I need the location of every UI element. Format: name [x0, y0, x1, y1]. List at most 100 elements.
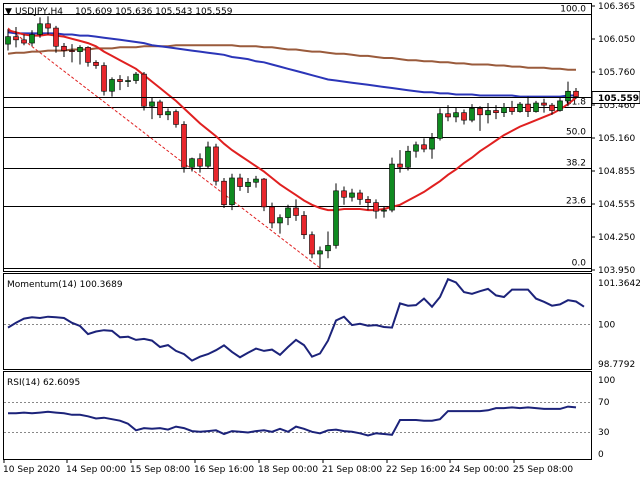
momentum-tick-label: 98.7792 — [598, 360, 635, 370]
rsi-panel-frame — [3, 371, 592, 460]
candle-body — [333, 190, 339, 246]
candle-body — [397, 163, 403, 168]
ma-mid-line — [7, 31, 576, 98]
symbol-label: USDJPY,H4 — [15, 7, 63, 17]
rsi-tick-label: 100 — [598, 376, 615, 386]
candle-body — [133, 73, 139, 81]
ma-slow-line — [7, 44, 576, 71]
candle-body — [205, 146, 211, 167]
price-tick-label: 106.365 — [598, 2, 635, 12]
candle-body — [469, 108, 475, 121]
candle-body — [109, 79, 115, 92]
candle-body — [533, 102, 539, 112]
rsi-tick-label: 0 — [598, 450, 604, 460]
candle-body — [221, 180, 227, 206]
candle-body — [29, 34, 35, 44]
time-tick-label: 22 Sep 16:00 — [386, 465, 446, 475]
time-tick-label: 21 Sep 08:00 — [322, 465, 382, 475]
momentum-line — [7, 277, 585, 362]
candle-body — [101, 65, 107, 92]
rsi-line — [8, 405, 577, 437]
candle-body — [357, 192, 363, 200]
candle-body — [293, 207, 299, 216]
time-tick-label: 18 Sep 00:00 — [258, 465, 318, 475]
candle-body — [149, 101, 155, 107]
candle-body — [421, 144, 427, 150]
candle-body — [325, 245, 331, 252]
candle-body — [85, 47, 91, 63]
last-price-tag — [591, 91, 640, 104]
candle-body — [173, 111, 179, 125]
candle-body — [69, 50, 75, 52]
momentum-panel-frame — [3, 273, 592, 370]
candle-body — [405, 150, 411, 168]
candle-body — [541, 102, 547, 106]
candle-body — [5, 36, 11, 45]
candle-body — [117, 79, 123, 82]
candle-body — [453, 112, 459, 118]
candle-body — [349, 192, 355, 198]
candle-body — [125, 80, 131, 82]
candle-body — [509, 107, 515, 112]
fib-label: 100.0 — [560, 5, 586, 15]
candle-body — [301, 215, 307, 236]
momentum-title: Momentum(14) 100.3689 — [7, 280, 123, 290]
time-tick-label: 24 Sep 00:00 — [449, 465, 509, 475]
price-tick-label: 104.855 — [598, 167, 635, 177]
candle-body — [389, 163, 395, 211]
candle-body — [141, 73, 147, 107]
fib-label: 0.0 — [572, 259, 587, 269]
candle-body — [237, 177, 243, 187]
candle-body — [525, 103, 531, 112]
momentum-tick-label: 100 — [598, 321, 615, 331]
candle-body — [501, 107, 507, 113]
candle-body — [413, 144, 419, 152]
candle-body — [549, 104, 555, 111]
candle-body — [181, 124, 187, 168]
price-panel: 100.0 61.8 50.0 38.2 23.6 0.0 — [4, 5, 591, 269]
candle-body — [381, 209, 387, 212]
fib-label: 61.8 — [566, 98, 586, 108]
time-tick-label: 16 Sep 16:00 — [194, 465, 254, 475]
momentum-panel: 101.3642 100 98.7792 — [4, 277, 640, 370]
price-axis: 106.365 106.050 105.760 105.460 105.160 104.8… — [591, 2, 640, 276]
candle-body — [245, 181, 251, 187]
rsi-tick-label: 30 — [598, 428, 610, 438]
candle-body — [61, 45, 67, 51]
candle-body — [13, 36, 19, 41]
candle-body — [493, 110, 499, 113]
candle-body — [213, 146, 219, 182]
trend-line — [7, 27, 321, 269]
collapse-arrow-icon[interactable]: ▼ — [5, 7, 12, 17]
time-tick-label: 25 Sep 08:00 — [513, 465, 573, 475]
candle-body — [365, 199, 371, 203]
candle-body — [437, 113, 443, 139]
last-price-value: 105.559 — [598, 94, 639, 104]
candle-body — [189, 158, 195, 168]
candle-body — [445, 113, 451, 118]
candle-body — [229, 177, 235, 206]
candle-body — [93, 62, 99, 66]
candle-body — [285, 207, 291, 218]
candle-body — [517, 103, 523, 112]
price-tick-label: 106.050 — [598, 35, 635, 45]
candle-body — [477, 108, 483, 116]
candle-body — [373, 202, 379, 212]
fib-label: 23.6 — [566, 197, 586, 207]
price-tick-label: 105.760 — [598, 68, 635, 78]
candle-body — [37, 23, 43, 35]
price-tick-label: 104.250 — [598, 233, 635, 243]
rsi-panel: 100 70 30 0 — [4, 376, 615, 460]
candle-body — [77, 47, 83, 52]
ohlc-label: 105.609 105.636 105.543 105.559 — [75, 7, 233, 17]
candle-body — [277, 217, 283, 224]
candle-body — [45, 23, 51, 29]
rsi-title: RSI(14) 62.6095 — [7, 378, 80, 388]
candle-body — [557, 100, 563, 111]
candle-body — [565, 90, 571, 102]
candle-body — [253, 178, 259, 183]
rsi-tick-label: 70 — [598, 398, 610, 408]
candle-body — [341, 190, 347, 198]
candle-body — [461, 112, 467, 121]
